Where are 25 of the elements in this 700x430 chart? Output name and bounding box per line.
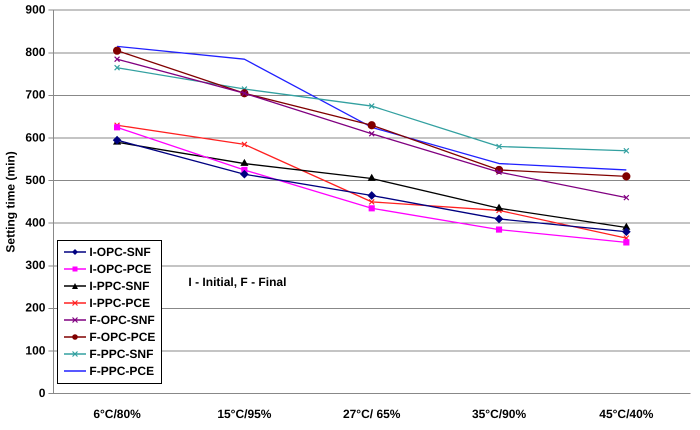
y-tick-label: 800: [25, 45, 46, 60]
x-tick-label: 15°C/95%: [217, 407, 272, 422]
legend-label: F-OPC-SNF: [89, 312, 155, 329]
y-tick-label: 500: [25, 172, 46, 187]
x-tick-label: 6°C/80%: [93, 407, 142, 422]
x-tick-label: 45°C/40%: [599, 407, 654, 422]
x-tick-label: 35°C/90%: [472, 407, 526, 422]
y-axis-title: Setting time (min): [4, 151, 18, 253]
x-tick-label: 27°C/ 65%: [342, 407, 401, 422]
legend-label: I-PPC-PCE: [89, 294, 150, 312]
y-tick-label: 0: [38, 386, 46, 400]
legend-label: F-OPC-PCE: [89, 328, 156, 346]
y-tick-label: 300: [25, 258, 46, 272]
legend-label: I-PPC-SNF: [89, 278, 150, 295]
y-tick-label: 400: [25, 216, 46, 230]
y-tick-label: 900: [25, 2, 46, 17]
legend-label: I-OPC-SNF: [89, 244, 151, 261]
legend-label: F-PPC-SNF: [89, 346, 154, 363]
y-tick-label: 700: [25, 88, 46, 102]
y-tick-label: 200: [25, 300, 46, 315]
y-tick-label: 100: [25, 343, 46, 358]
legend-label: F-PPC-PCE: [89, 362, 154, 380]
legend-label: I-OPC-PCE: [89, 260, 152, 278]
y-tick-label: 600: [25, 130, 46, 144]
annotation: I - Initial, F - Final: [188, 275, 286, 290]
